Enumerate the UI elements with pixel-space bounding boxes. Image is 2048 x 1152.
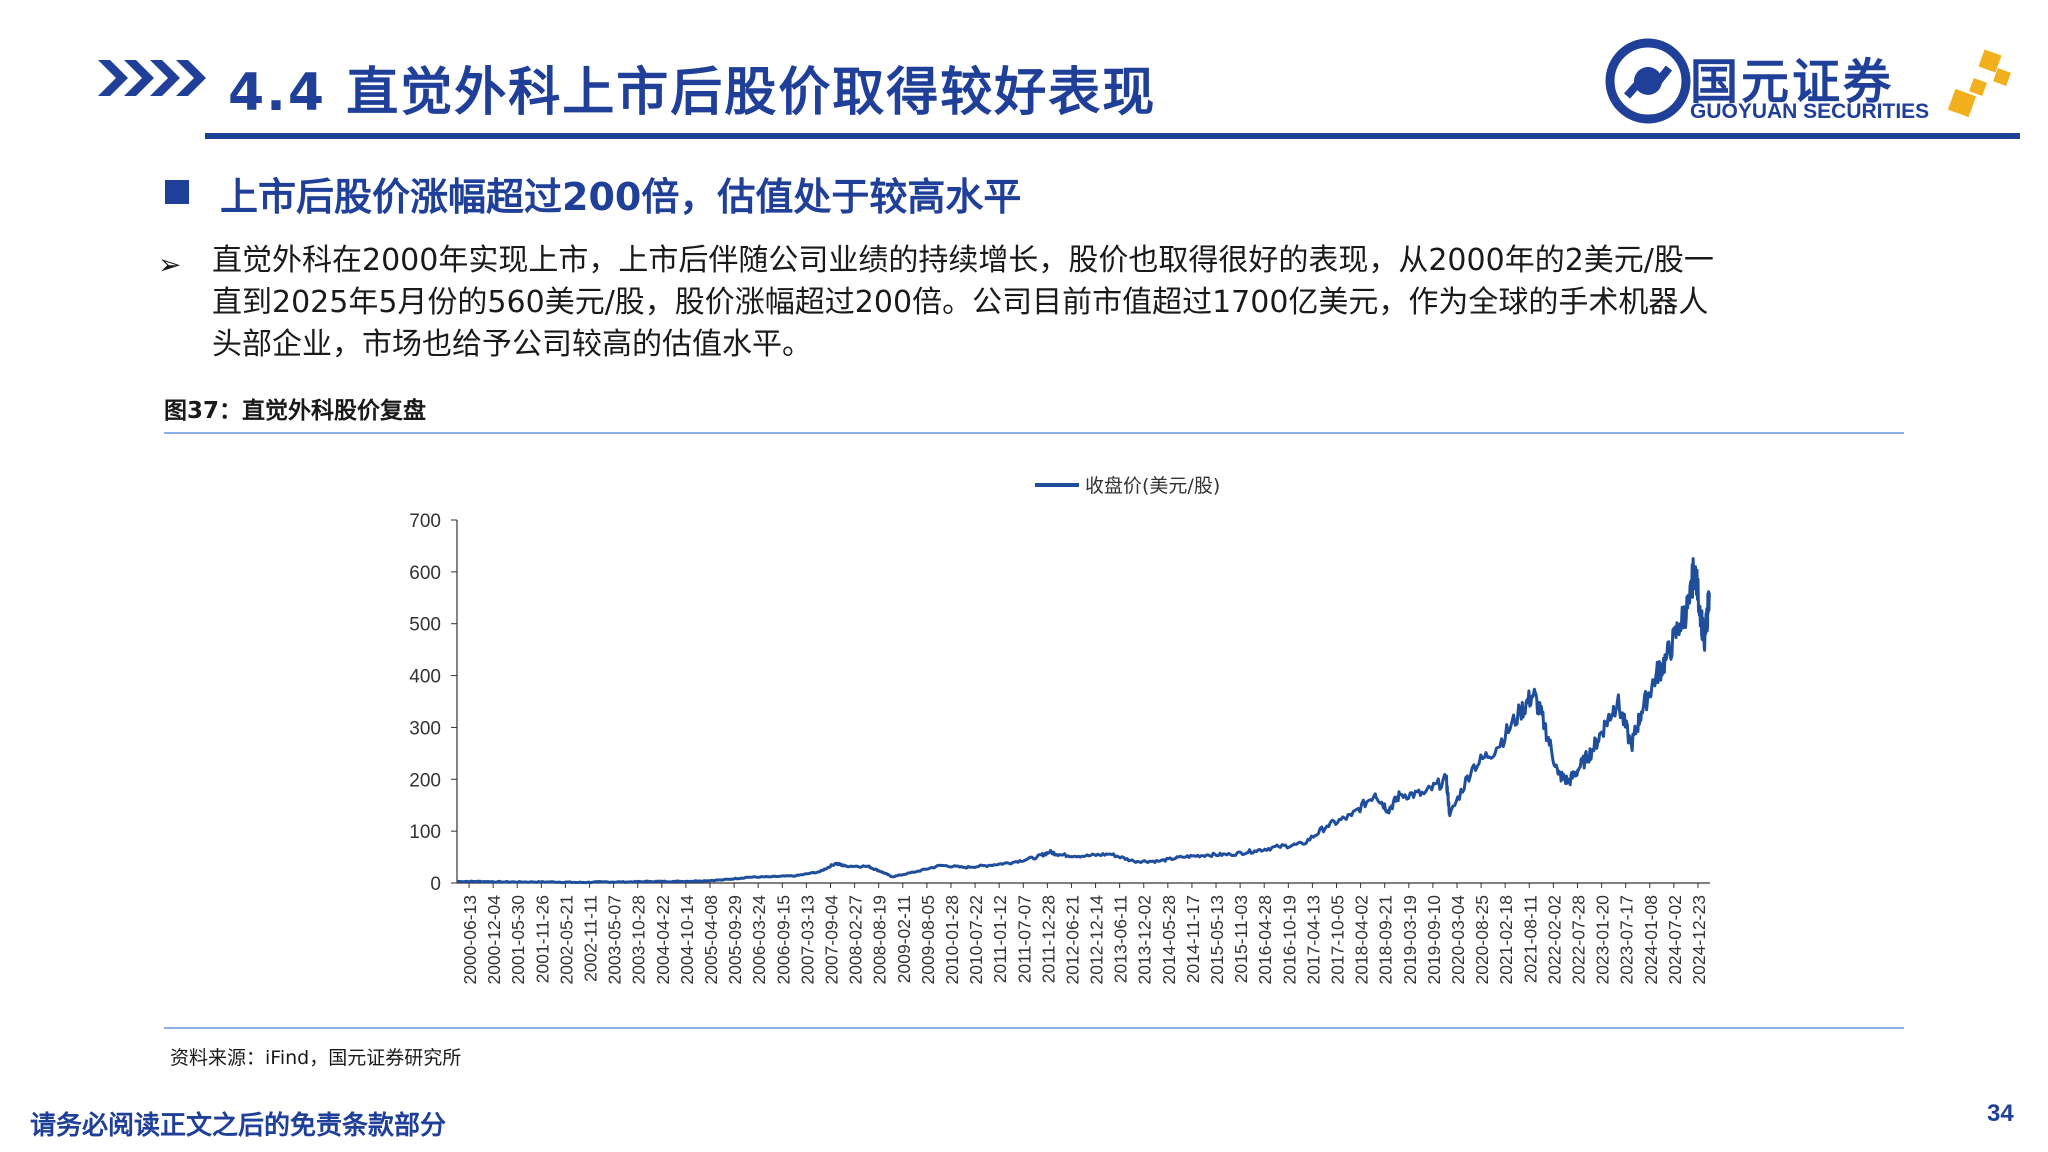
title-underline: [205, 133, 2020, 139]
x-tick-label: 2010-07-22: [966, 895, 986, 985]
x-tick-label: 2007-03-13: [797, 895, 817, 985]
x-tick-label: 2004-10-14: [677, 895, 697, 985]
header-chevrons-icon: [98, 60, 206, 96]
x-tick-label: 2015-05-13: [1207, 895, 1227, 985]
x-tick-label: 2000-06-13: [460, 895, 480, 985]
x-tick-label: 2003-10-28: [629, 895, 649, 985]
logo-name-en: GUOYUAN SECURITIES: [1690, 100, 1930, 123]
x-tick-label: 2008-08-19: [870, 895, 890, 985]
x-tick-label: 2014-11-17: [1183, 895, 1203, 983]
x-tick-label: 2002-05-21: [556, 895, 576, 985]
x-tick-label: 2016-10-19: [1279, 895, 1299, 985]
bullet-paragraph: 直觉外科在2000年实现上市，上市后伴随公司业绩的持续增长，股价也取得很好的表现…: [212, 243, 1714, 362]
x-tick-label: 2005-09-29: [725, 895, 745, 985]
x-tick-label: 2013-12-02: [1135, 895, 1155, 985]
y-tick-label: 300: [409, 718, 441, 739]
x-tick-label: 2005-04-08: [701, 895, 721, 985]
y-tick-label: 100: [409, 822, 441, 843]
section-marker: [165, 180, 189, 204]
x-tick-label: 2012-06-21: [1062, 895, 1082, 985]
x-tick-label: 2013-06-11: [1111, 895, 1131, 983]
section-heading: 上市后股价涨幅超过200倍，估值处于较高水平: [220, 175, 1022, 219]
x-tick-label: 2019-09-10: [1424, 895, 1444, 985]
x-tick-label: 2015-11-03: [1231, 895, 1251, 983]
figure-bottom-rule: [164, 1027, 1904, 1029]
footer-disclaimer: 请务必阅读正文之后的免责条款部分: [30, 1111, 447, 1141]
x-tick-label: 2011-12-28: [1038, 895, 1058, 983]
series-line-close-price: [456, 557, 1711, 885]
x-tick-label: 2004-04-22: [653, 895, 673, 985]
guoyuan-logo-icon: [1605, 38, 1691, 124]
figure-caption: 图37：直觉外科股价复盘: [164, 398, 427, 424]
x-tick-label: 2024-07-02: [1665, 895, 1685, 985]
x-tick-label: 2002-11-11: [581, 895, 601, 982]
x-tick-label: 2021-02-18: [1496, 895, 1516, 985]
x-tick-label: 2024-12-23: [1689, 895, 1709, 985]
x-tick-label: 2022-07-28: [1568, 895, 1588, 985]
x-tick-label: 2020-03-04: [1448, 895, 1468, 985]
x-tick-label: 2009-02-11: [894, 895, 914, 983]
x-tick-label: 2001-11-26: [532, 895, 552, 983]
x-tick-label: 2003-05-07: [605, 895, 625, 985]
x-tick-label: 2009-08-05: [918, 895, 938, 985]
x-tick-label: 2024-01-08: [1641, 895, 1661, 985]
x-tick-label: 2019-03-19: [1400, 895, 1420, 985]
x-tick-label: 2008-02-27: [846, 895, 866, 985]
x-tick-label: 2017-04-13: [1303, 895, 1323, 985]
y-tick-label: 200: [409, 770, 441, 791]
x-tick-label: 2010-01-28: [942, 895, 962, 985]
x-tick-label: 2020-08-25: [1472, 895, 1492, 985]
x-tick-label: 2023-07-17: [1617, 895, 1637, 985]
y-tick-label: 0: [430, 874, 441, 895]
y-tick-label: 500: [409, 615, 441, 636]
x-tick-label: 2023-01-20: [1593, 895, 1613, 985]
y-tick-label: 700: [409, 511, 441, 532]
x-tick-label: 2018-09-21: [1376, 895, 1396, 985]
x-tick-label: 2011-07-07: [1014, 895, 1034, 983]
page-title: 4.4 直觉外科上市后股价取得较好表现: [228, 63, 1157, 123]
logo-gold-squares-icon: [1947, 49, 2011, 118]
x-tick-label: 2006-09-15: [773, 895, 793, 985]
x-tick-label: 2000-12-04: [484, 895, 504, 985]
x-tick-label: 2018-04-02: [1352, 895, 1372, 985]
figure-source: 资料来源：iFind，国元证券研究所: [170, 1047, 462, 1069]
x-tick-label: 2007-09-04: [821, 895, 841, 985]
price-line-chart: 0 100 200 300 400 500 600 700 2000-06-13 2000-12-…: [409, 475, 1711, 985]
x-tick-label: 2016-04-28: [1255, 895, 1275, 985]
x-tick-label: 2001-05-30: [508, 895, 528, 985]
figure-top-rule: [164, 432, 1904, 434]
x-tick-label: 2021-08-11: [1520, 895, 1540, 983]
x-tick-label: 2006-03-24: [749, 895, 769, 985]
x-tick-label: 2017-10-05: [1328, 895, 1348, 985]
page-number: 34: [1987, 1100, 2014, 1127]
x-tick-label: 2012-12-14: [1087, 895, 1107, 985]
legend-label: 收盘价(美元/股): [1085, 475, 1220, 497]
x-tick-label: 2014-05-28: [1159, 895, 1179, 985]
logo-name-cn: 国元证券: [1690, 54, 1895, 110]
y-tick-label: 400: [409, 667, 441, 688]
bullet-arrow-icon: ➢: [158, 248, 182, 281]
x-tick-label: 2022-02-02: [1544, 895, 1564, 985]
x-tick-label: 2011-01-12: [990, 895, 1010, 983]
y-tick-label: 600: [409, 563, 441, 584]
